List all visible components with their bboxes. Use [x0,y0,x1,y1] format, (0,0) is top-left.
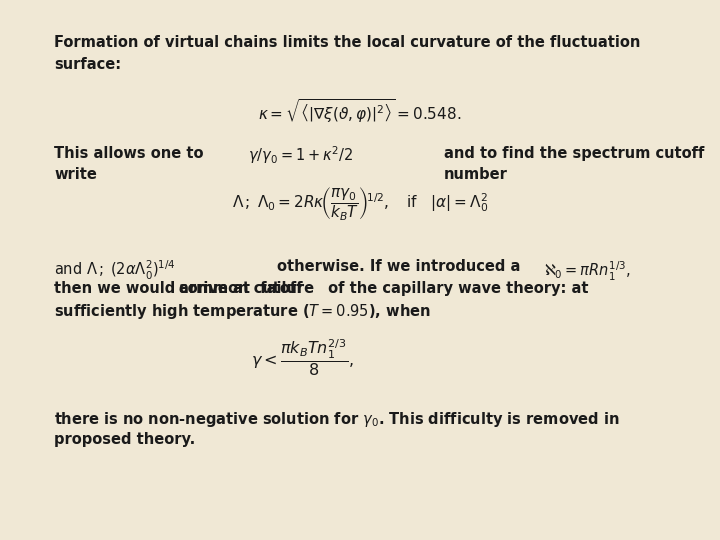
Text: write: write [54,167,97,183]
Text: Formation of virtual chains limits the local curvature of the fluctuation: Formation of virtual chains limits the l… [54,35,640,50]
Text: surface:: surface: [54,57,121,72]
Text: $\gamma < \dfrac{\pi k_B T n_1^{2/3}}{8},$: $\gamma < \dfrac{\pi k_B T n_1^{2/3}}{8}… [251,338,354,378]
Text: This allows one to: This allows one to [54,146,204,161]
Text: number: number [444,167,508,183]
Text: then we would: then we would [54,281,181,296]
Text: $\Lambda\,;\;\Lambda_0 = 2R\kappa\!\left(\dfrac{\pi\gamma_0}{k_BT}\right)^{\!1/2: $\Lambda\,;\;\Lambda_0 = 2R\kappa\!\left… [232,185,488,222]
Text: arrive at  failure: arrive at failure [179,281,314,296]
Text: and to find the spectrum cutoff: and to find the spectrum cutoff [444,146,705,161]
Text: sufficiently high temperature ($T=0.95$), when: sufficiently high temperature ($T=0.95$)… [54,302,431,321]
Text: $\aleph_0 = \pi R n_1^{1/3},$: $\aleph_0 = \pi R n_1^{1/3},$ [544,259,631,282]
Text: and $\Lambda\,;\;(2\alpha\Lambda_0^2)^{1/4}$: and $\Lambda\,;\;(2\alpha\Lambda_0^2)^{1… [54,259,176,282]
Text: proposed theory.: proposed theory. [54,432,195,447]
Text: common cutoff: common cutoff [179,281,302,296]
Text: otherwise. If we introduced a: otherwise. If we introduced a [277,259,521,274]
Text: $\kappa = \sqrt{\left\langle\left|\nabla\xi(\vartheta,\varphi)\right|^2\right\ra: $\kappa = \sqrt{\left\langle\left|\nabla… [258,97,462,125]
Text: of the capillary wave theory: at: of the capillary wave theory: at [323,281,588,296]
Text: $\gamma/\gamma_0 = 1 + \kappa^2/2$: $\gamma/\gamma_0 = 1 + \kappa^2/2$ [248,144,354,166]
Text: there is no non-negative solution for $\gamma_0$. This difficulty is removed in: there is no non-negative solution for $\… [54,410,619,429]
